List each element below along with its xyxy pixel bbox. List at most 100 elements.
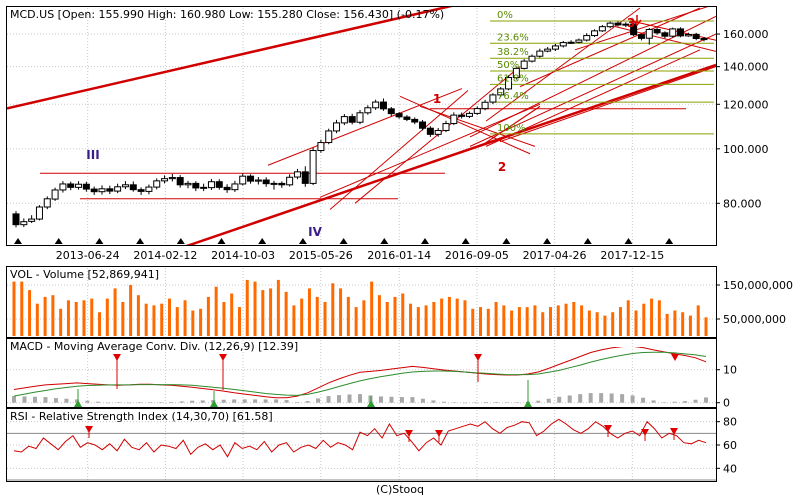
volume-bar bbox=[331, 283, 335, 336]
volume-bar bbox=[401, 293, 405, 336]
volume-bar bbox=[603, 315, 607, 336]
x-axis-label: 2016-01-14 bbox=[367, 249, 431, 262]
macd-histogram bbox=[12, 393, 708, 404]
period-marker-triangle bbox=[583, 238, 592, 244]
macd-histogram-bar bbox=[221, 399, 226, 403]
macd-histogram-bar bbox=[284, 400, 289, 403]
candle-down bbox=[661, 32, 669, 37]
fibonacci-level-label: 100% bbox=[497, 123, 526, 134]
period-marker-triangle bbox=[95, 238, 104, 244]
candle-down bbox=[637, 34, 645, 39]
macd-histogram-bar bbox=[683, 401, 688, 403]
rsi-line bbox=[7, 418, 716, 481]
volume-bar bbox=[393, 296, 397, 336]
macd-histogram-bar bbox=[242, 399, 247, 403]
candle-down bbox=[614, 22, 622, 26]
candle-up bbox=[473, 108, 481, 114]
candle-up bbox=[231, 183, 239, 191]
volume-bar bbox=[346, 296, 350, 336]
volume-bar bbox=[525, 307, 529, 336]
macd-axis-label: 10 bbox=[723, 364, 737, 377]
volume-bars bbox=[12, 279, 708, 336]
volume-bar bbox=[74, 302, 78, 336]
volume-bar bbox=[432, 302, 436, 336]
volume-bar bbox=[323, 302, 327, 336]
volume-bar bbox=[517, 307, 521, 336]
macd-histogram-bar bbox=[148, 402, 153, 403]
macd-panel-title: MACD - Moving Average Conv. Div. (12,26,… bbox=[10, 340, 298, 353]
axis-ticks bbox=[14, 33, 720, 469]
volume-bar bbox=[214, 286, 218, 336]
candle-down bbox=[82, 183, 90, 190]
candle-up bbox=[168, 177, 176, 180]
price-axis-label: 100.000 bbox=[723, 143, 769, 156]
macd-histogram-bar bbox=[347, 394, 352, 403]
rsi-signal-markers bbox=[85, 425, 678, 442]
volume-bar bbox=[105, 298, 109, 336]
macd-histogram-bar bbox=[483, 402, 488, 403]
candle-up bbox=[239, 175, 247, 185]
period-marker-triangle bbox=[461, 238, 470, 244]
volume-bar bbox=[261, 290, 265, 336]
volume-bar bbox=[253, 281, 257, 336]
macd-histogram-bar bbox=[232, 399, 237, 403]
macd-histogram-bar bbox=[441, 401, 446, 403]
fibonacci-level-label: 61.8% bbox=[497, 73, 529, 84]
macd-histogram-bar bbox=[74, 399, 79, 403]
macd-histogram-bar bbox=[179, 401, 184, 403]
volume-bar bbox=[541, 312, 545, 336]
price-axis-label: 160.000 bbox=[723, 28, 769, 41]
fan-line-a bbox=[469, 33, 716, 147]
period-marker-triangle bbox=[421, 238, 429, 244]
trend-lines bbox=[7, 7, 716, 245]
candle-up bbox=[286, 176, 294, 186]
volume-bar bbox=[199, 308, 203, 336]
period-marker-triangle bbox=[624, 238, 633, 244]
price-axis-label: 120.000 bbox=[723, 98, 769, 111]
candle-down bbox=[403, 116, 411, 120]
fan-line-c bbox=[485, 49, 701, 147]
volume-bar bbox=[315, 296, 319, 336]
candle-down bbox=[301, 171, 309, 184]
volume-bar bbox=[548, 307, 552, 336]
volume-bar bbox=[447, 296, 451, 336]
macd-histogram-bar bbox=[337, 395, 342, 403]
macd-histogram-bar bbox=[64, 398, 69, 403]
candle-down bbox=[129, 184, 137, 191]
signal-line bbox=[13, 351, 707, 397]
candle-down bbox=[458, 114, 466, 117]
macd-histogram-bar bbox=[53, 398, 58, 403]
candle-down bbox=[137, 189, 145, 192]
period-marker-triangle bbox=[136, 238, 145, 244]
rsi-panel-title: RSI - Relative Strength Index (14,30,70)… bbox=[10, 410, 273, 423]
volume-bar bbox=[59, 308, 63, 336]
volume-bar bbox=[385, 302, 389, 336]
candle-down bbox=[387, 108, 395, 115]
candle-up bbox=[622, 23, 630, 26]
buy-signal-icon bbox=[367, 400, 375, 407]
macd-histogram-bar bbox=[253, 399, 258, 403]
volume-bar bbox=[424, 305, 428, 336]
candle-up bbox=[364, 107, 372, 114]
rsi-overbought-icon bbox=[85, 426, 93, 433]
candle-up bbox=[28, 218, 36, 222]
volume-bar bbox=[409, 303, 413, 336]
candle-up bbox=[551, 45, 559, 50]
candle-down bbox=[106, 188, 114, 192]
candle-up bbox=[512, 67, 520, 79]
macd-histogram-bar bbox=[452, 402, 457, 403]
macd-histogram-bar bbox=[641, 397, 646, 403]
sell-signal-icon bbox=[219, 354, 227, 361]
candle-up bbox=[98, 188, 106, 193]
x-axis-label: 2015-05-26 bbox=[289, 249, 353, 262]
volume-bar bbox=[43, 296, 47, 336]
candle-up bbox=[528, 55, 536, 62]
volume-bar bbox=[572, 302, 576, 336]
macd-histogram-bar bbox=[462, 402, 467, 404]
candle-up bbox=[450, 114, 458, 125]
wave-label: 1 bbox=[433, 92, 441, 106]
fibonacci-level-label: 0% bbox=[497, 10, 513, 21]
macd-histogram-bar bbox=[557, 396, 562, 403]
candle-up bbox=[333, 122, 341, 132]
buy-signal-icon bbox=[74, 400, 82, 407]
